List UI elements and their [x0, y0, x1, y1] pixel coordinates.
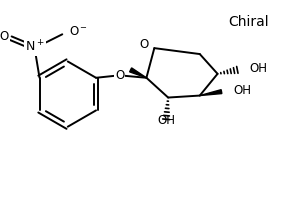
Text: O: O — [115, 69, 124, 82]
Text: OH: OH — [157, 114, 175, 127]
Polygon shape — [130, 68, 146, 78]
Text: O: O — [140, 38, 149, 51]
Text: OH: OH — [249, 62, 267, 75]
Text: N$^+$: N$^+$ — [25, 40, 44, 55]
Text: Chiral: Chiral — [228, 15, 269, 29]
Text: O$^-$: O$^-$ — [69, 25, 88, 38]
Text: O: O — [0, 30, 9, 43]
Text: OH: OH — [233, 84, 251, 97]
Polygon shape — [200, 90, 222, 96]
